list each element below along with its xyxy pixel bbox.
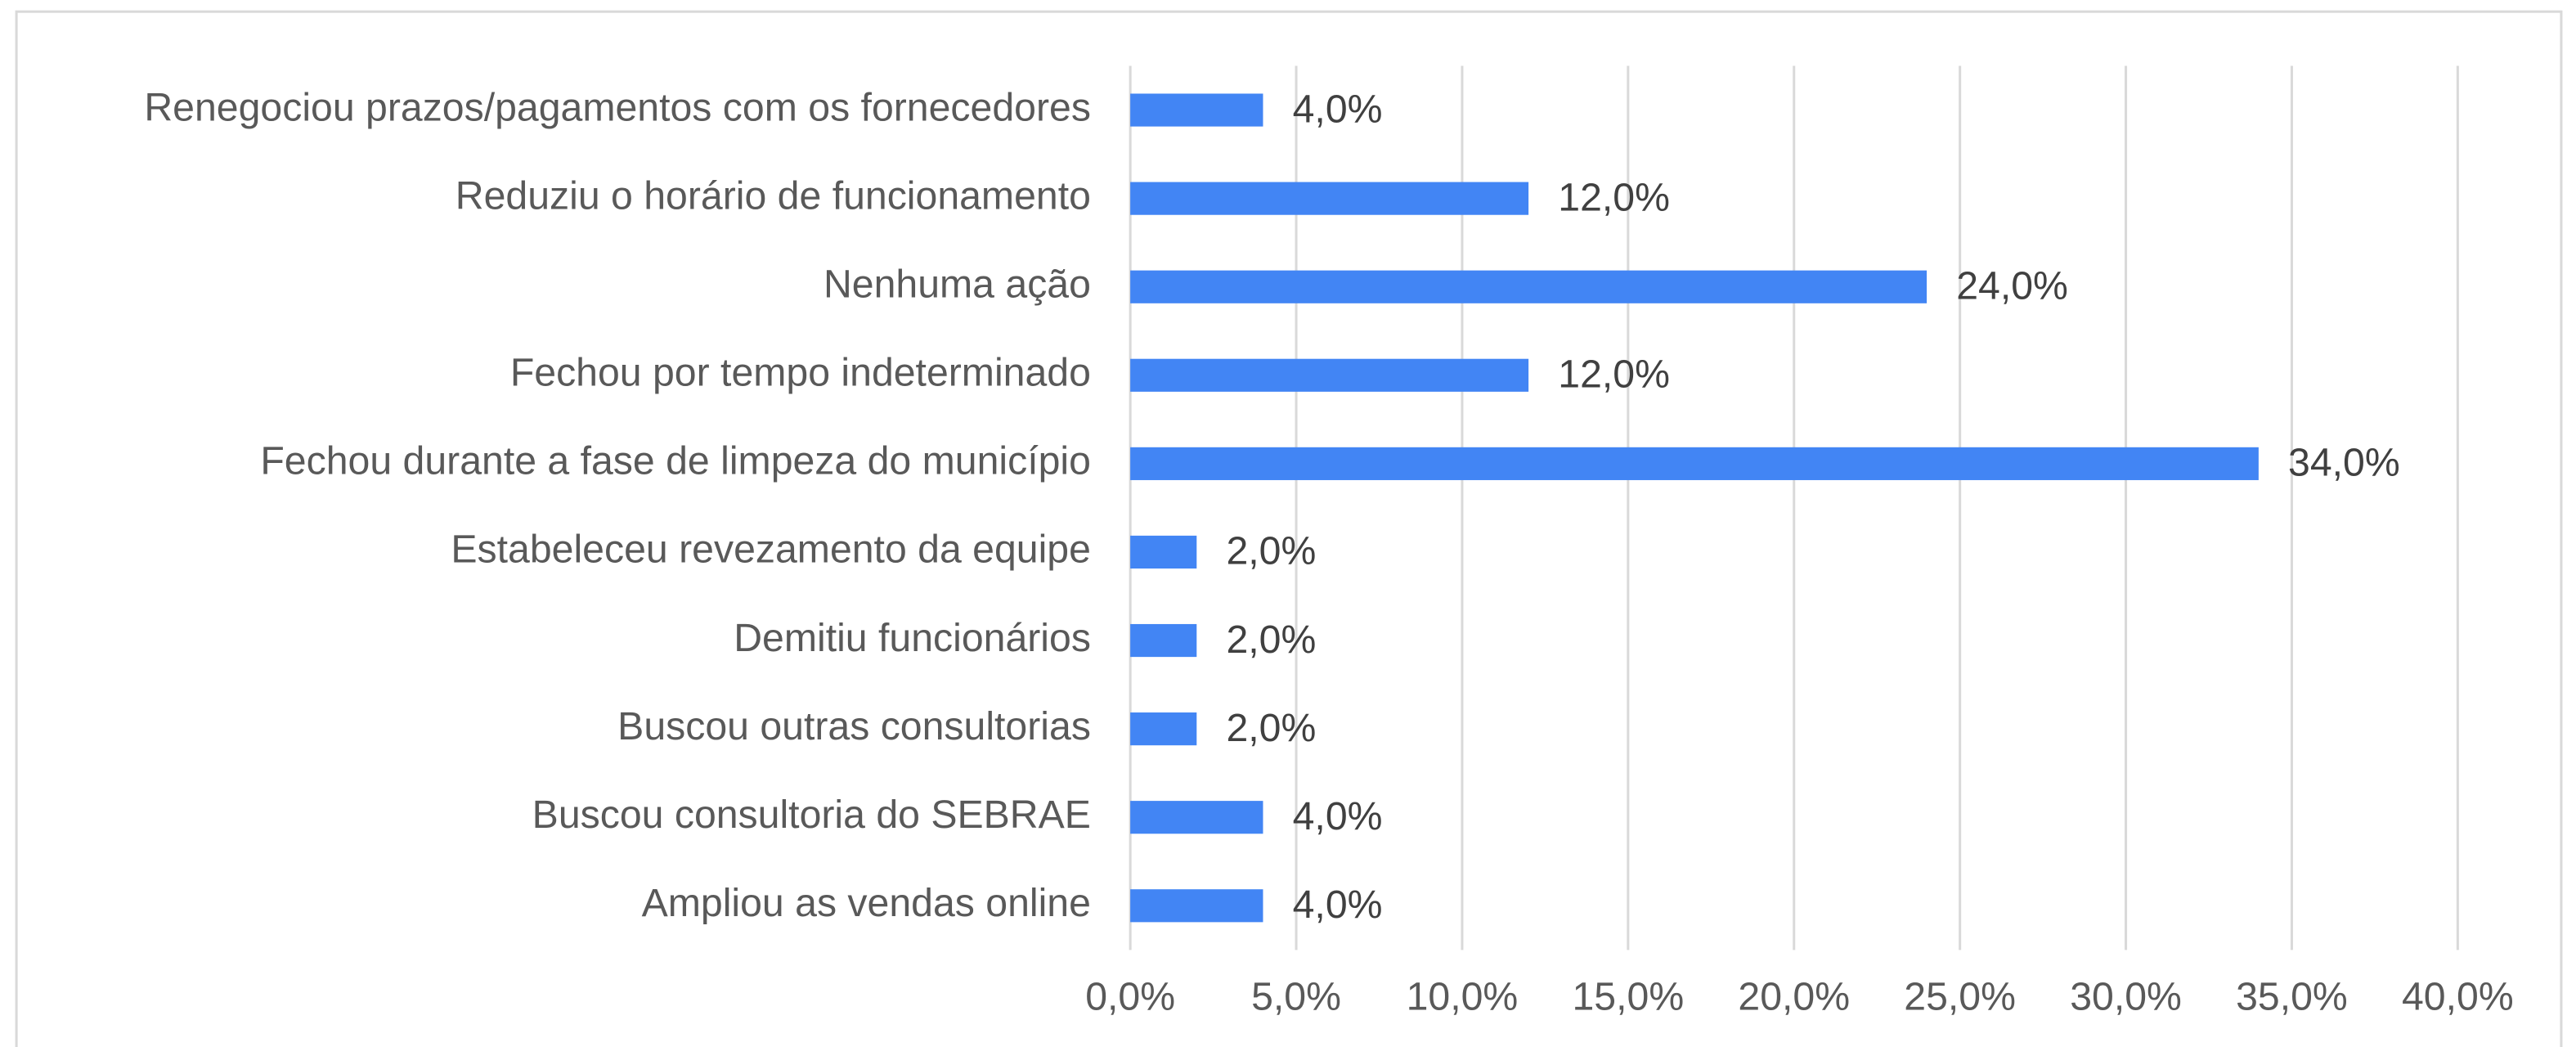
bar <box>1130 447 2259 480</box>
data-label: 24,0% <box>1956 263 2068 308</box>
x-tick-label: 10,0% <box>1407 974 1519 1018</box>
data-label: 4,0% <box>1293 87 1383 131</box>
x-tick-label: 25,0% <box>1904 974 2016 1018</box>
data-label: 34,0% <box>2288 441 2400 485</box>
y-tick-label: Renegociou prazos/pagamentos com os forn… <box>144 85 1091 129</box>
x-tick-label: 35,0% <box>2236 974 2348 1018</box>
y-tick-label: Fechou por tempo indeterminado <box>510 351 1091 395</box>
y-tick-label: Buscou outras consultorias <box>617 704 1091 748</box>
y-tick-label: Demitiu funcionários <box>734 616 1091 660</box>
bar <box>1130 623 1197 658</box>
bar <box>1130 889 1263 923</box>
data-label: 12,0% <box>1558 353 1670 397</box>
x-tick-label: 0,0% <box>1085 974 1175 1018</box>
data-label: 4,0% <box>1293 883 1383 927</box>
data-label: 2,0% <box>1226 706 1316 750</box>
bar <box>1130 358 1529 392</box>
y-tick-label: Ampliou as vendas online <box>642 881 1091 925</box>
y-tick-label: Reduziu o horário de funcionamento <box>456 173 1091 218</box>
data-label: 2,0% <box>1226 529 1316 573</box>
bar <box>1130 270 1928 303</box>
data-label: 2,0% <box>1226 618 1316 662</box>
bar <box>1130 93 1263 127</box>
bar <box>1130 182 1529 215</box>
x-tick-label: 40,0% <box>2402 974 2514 1018</box>
bar <box>1130 535 1197 569</box>
x-tick-label: 30,0% <box>2070 974 2182 1018</box>
bar <box>1130 801 1263 834</box>
x-tick-label: 20,0% <box>1738 974 1850 1018</box>
y-tick-label: Fechou durante a fase de limpeza do muni… <box>260 439 1091 483</box>
data-label: 12,0% <box>1558 175 1670 219</box>
y-tick-label: Nenhuma ação <box>824 262 1091 306</box>
y-tick-label: Estabeleceu revezamento da equipe <box>451 528 1091 572</box>
x-tick-label: 5,0% <box>1251 974 1341 1018</box>
bar <box>1130 712 1197 746</box>
y-tick-label: Buscou consultoria do SEBRAE <box>532 793 1091 837</box>
data-label: 4,0% <box>1293 794 1383 838</box>
x-tick-label: 15,0% <box>1573 974 1685 1018</box>
